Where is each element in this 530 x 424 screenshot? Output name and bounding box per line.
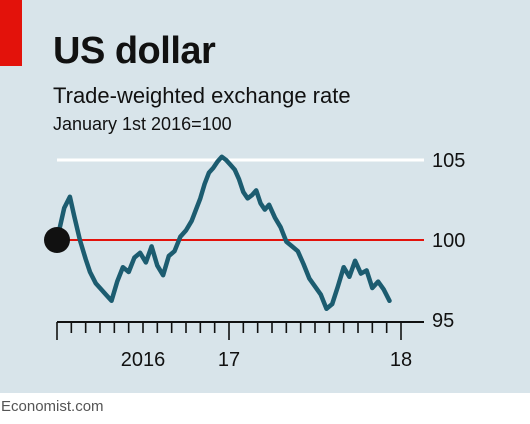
start-marker <box>44 227 70 253</box>
chart-title: US dollar <box>53 30 216 72</box>
y-tick-label: 105 <box>432 150 465 172</box>
chart-note: January 1st 2016=100 <box>53 114 232 134</box>
chart-svg: 105 100 95 2016 17 18 <box>44 150 465 371</box>
chart-subtitle: Trade-weighted exchange rate <box>53 83 351 108</box>
chart-panel <box>0 0 530 393</box>
x-axis-ticks <box>56 322 402 340</box>
y-tick-labels: 105 100 95 <box>432 150 465 332</box>
x-tick-label: 17 <box>218 349 240 371</box>
y-tick-label: 100 <box>432 230 465 252</box>
series-line <box>54 154 392 312</box>
x-tick-label: 18 <box>390 349 412 371</box>
x-tick-label: 2016 <box>121 349 166 371</box>
red-tag <box>0 0 22 66</box>
y-tick-label: 95 <box>432 310 454 332</box>
source-label: Economist.com <box>1 398 104 415</box>
x-tick-labels: 2016 17 18 <box>121 349 412 371</box>
